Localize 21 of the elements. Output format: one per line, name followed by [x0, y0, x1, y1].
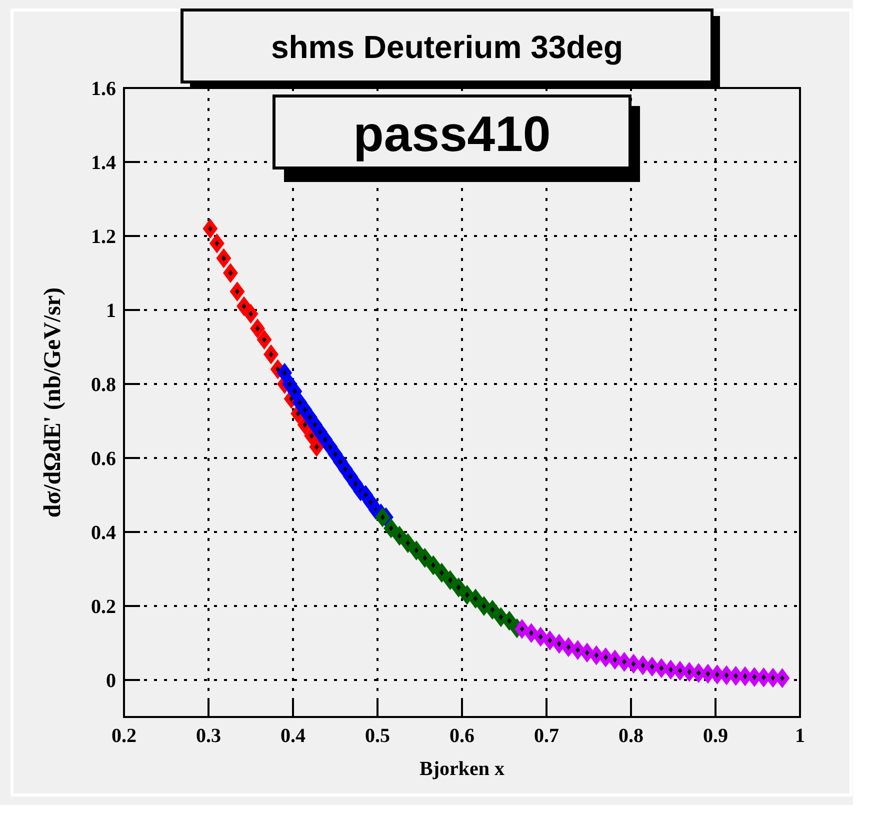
y-tick-label: 1.2	[91, 226, 116, 248]
x-tick-label: 0.3	[196, 725, 221, 747]
y-axis-title: dσ/dΩdE' (nb/GeV/sr)	[40, 287, 66, 518]
y-tick-label: 0.8	[91, 374, 116, 396]
chart-subtitle: pass410	[353, 106, 551, 162]
y-tick-label: 1.4	[91, 152, 116, 174]
x-tick-label: 0.6	[450, 725, 474, 747]
x-tick-label: 0.5	[365, 725, 390, 747]
y-tick-label: 0	[106, 670, 116, 692]
y-tick-label: 1	[106, 300, 116, 322]
y-tick-label: 0.2	[91, 596, 116, 618]
y-tick-label: 1.6	[91, 78, 116, 100]
x-tick-label: 0.8	[618, 725, 644, 747]
x-axis-title: Bjorken x	[420, 758, 504, 780]
x-tick-label: 1	[795, 725, 805, 747]
chart-title: shms Deuterium 33deg	[270, 29, 624, 65]
y-tick-label: 0.4	[91, 522, 116, 544]
x-tick-label: 0.7	[534, 725, 559, 747]
y-tick-label: 0.6	[91, 448, 116, 470]
x-tick-label: 0.4	[280, 725, 306, 747]
x-tick-label: 0.9	[703, 725, 728, 747]
